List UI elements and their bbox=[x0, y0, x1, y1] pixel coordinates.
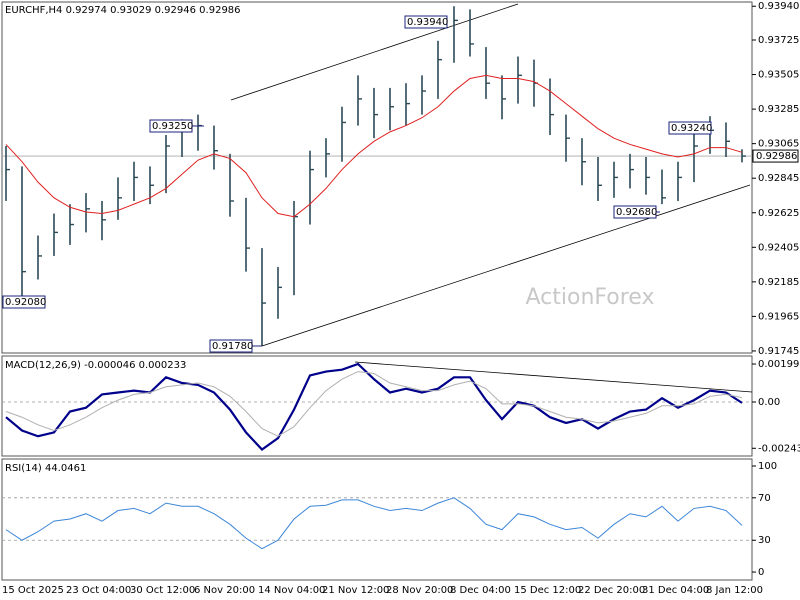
y-tick-label: 100 bbox=[758, 461, 777, 472]
annotation-label: 0.93240 bbox=[671, 123, 712, 134]
last-price-label: 0.92986 bbox=[756, 151, 797, 162]
y-tick-label: 0.93285 bbox=[758, 104, 799, 115]
y-tick-label: 0 bbox=[758, 567, 764, 578]
last-price-box bbox=[752, 149, 799, 163]
annotation-label: 0.92080 bbox=[5, 297, 46, 308]
annotation-label: 0.93940 bbox=[407, 17, 448, 28]
macd-title: MACD(12,26,9) -0.000046 0.000233 bbox=[5, 360, 186, 371]
y-tick-label: 30 bbox=[758, 535, 771, 546]
indicator-line bbox=[5, 371, 743, 437]
x-tick-label: 6 Nov 20:00 bbox=[194, 585, 255, 596]
x-tick-label: 14 Nov 04:00 bbox=[258, 585, 325, 596]
y-tick-label: 0.92405 bbox=[758, 242, 799, 253]
annotation-label: 0.92680 bbox=[616, 207, 657, 218]
x-tick-label: 22 Dec 20:00 bbox=[578, 585, 645, 596]
main-panel bbox=[1, 1, 753, 354]
y-tick-label: -0.002434 bbox=[758, 443, 800, 454]
x-tick-label: 31 Dec 04:00 bbox=[642, 585, 709, 596]
rsi-title: RSI(14) 44.0461 bbox=[5, 463, 86, 474]
y-tick-label: 0.92185 bbox=[758, 277, 799, 288]
x-tick-label: 23 Oct 04:00 bbox=[66, 585, 131, 596]
watermark: ActionForex bbox=[526, 285, 655, 310]
x-tick-label: 15 Dec 12:00 bbox=[514, 585, 581, 596]
indicator-line bbox=[5, 497, 743, 550]
rsi-panel bbox=[1, 458, 753, 581]
y-tick-label: 0.93065 bbox=[758, 139, 799, 150]
y-tick-label: 0.91745 bbox=[758, 346, 799, 357]
indicator-line bbox=[5, 362, 743, 451]
y-tick-label: 0.91965 bbox=[758, 311, 799, 322]
x-tick-label: 28 Nov 20:00 bbox=[386, 585, 453, 596]
y-tick-label: 0.93725 bbox=[758, 35, 799, 46]
y-tick-label: 0.93505 bbox=[758, 70, 799, 81]
macd-trendline bbox=[354, 361, 753, 393]
annotation-label: 0.91780 bbox=[212, 341, 253, 352]
moving-average bbox=[5, 74, 743, 218]
y-tick-label: 0.92845 bbox=[758, 173, 799, 184]
y-tick-label: 0.93940 bbox=[758, 1, 799, 12]
y-tick-label: 0.001998 bbox=[758, 359, 800, 370]
channel-lower bbox=[261, 184, 751, 347]
annotation-box bbox=[404, 15, 448, 29]
x-tick-label: 8 Jan 12:00 bbox=[706, 585, 763, 596]
x-tick-label: 15 Oct 2025 bbox=[2, 585, 64, 596]
annotation-label: 0.93250 bbox=[152, 121, 193, 132]
y-tick-label: 70 bbox=[758, 493, 771, 504]
y-tick-label: 0.92625 bbox=[758, 208, 799, 219]
x-tick-label: 30 Oct 12:00 bbox=[130, 585, 195, 596]
x-tick-label: 21 Nov 12:00 bbox=[322, 585, 389, 596]
annotation-box bbox=[2, 295, 46, 309]
macd-panel bbox=[1, 355, 753, 457]
y-tick-label: 0.00 bbox=[758, 397, 780, 408]
main-title: EURCHF,H4 0.92974 0.93029 0.92946 0.9298… bbox=[5, 5, 241, 16]
x-tick-label: 8 Dec 04:00 bbox=[450, 585, 511, 596]
